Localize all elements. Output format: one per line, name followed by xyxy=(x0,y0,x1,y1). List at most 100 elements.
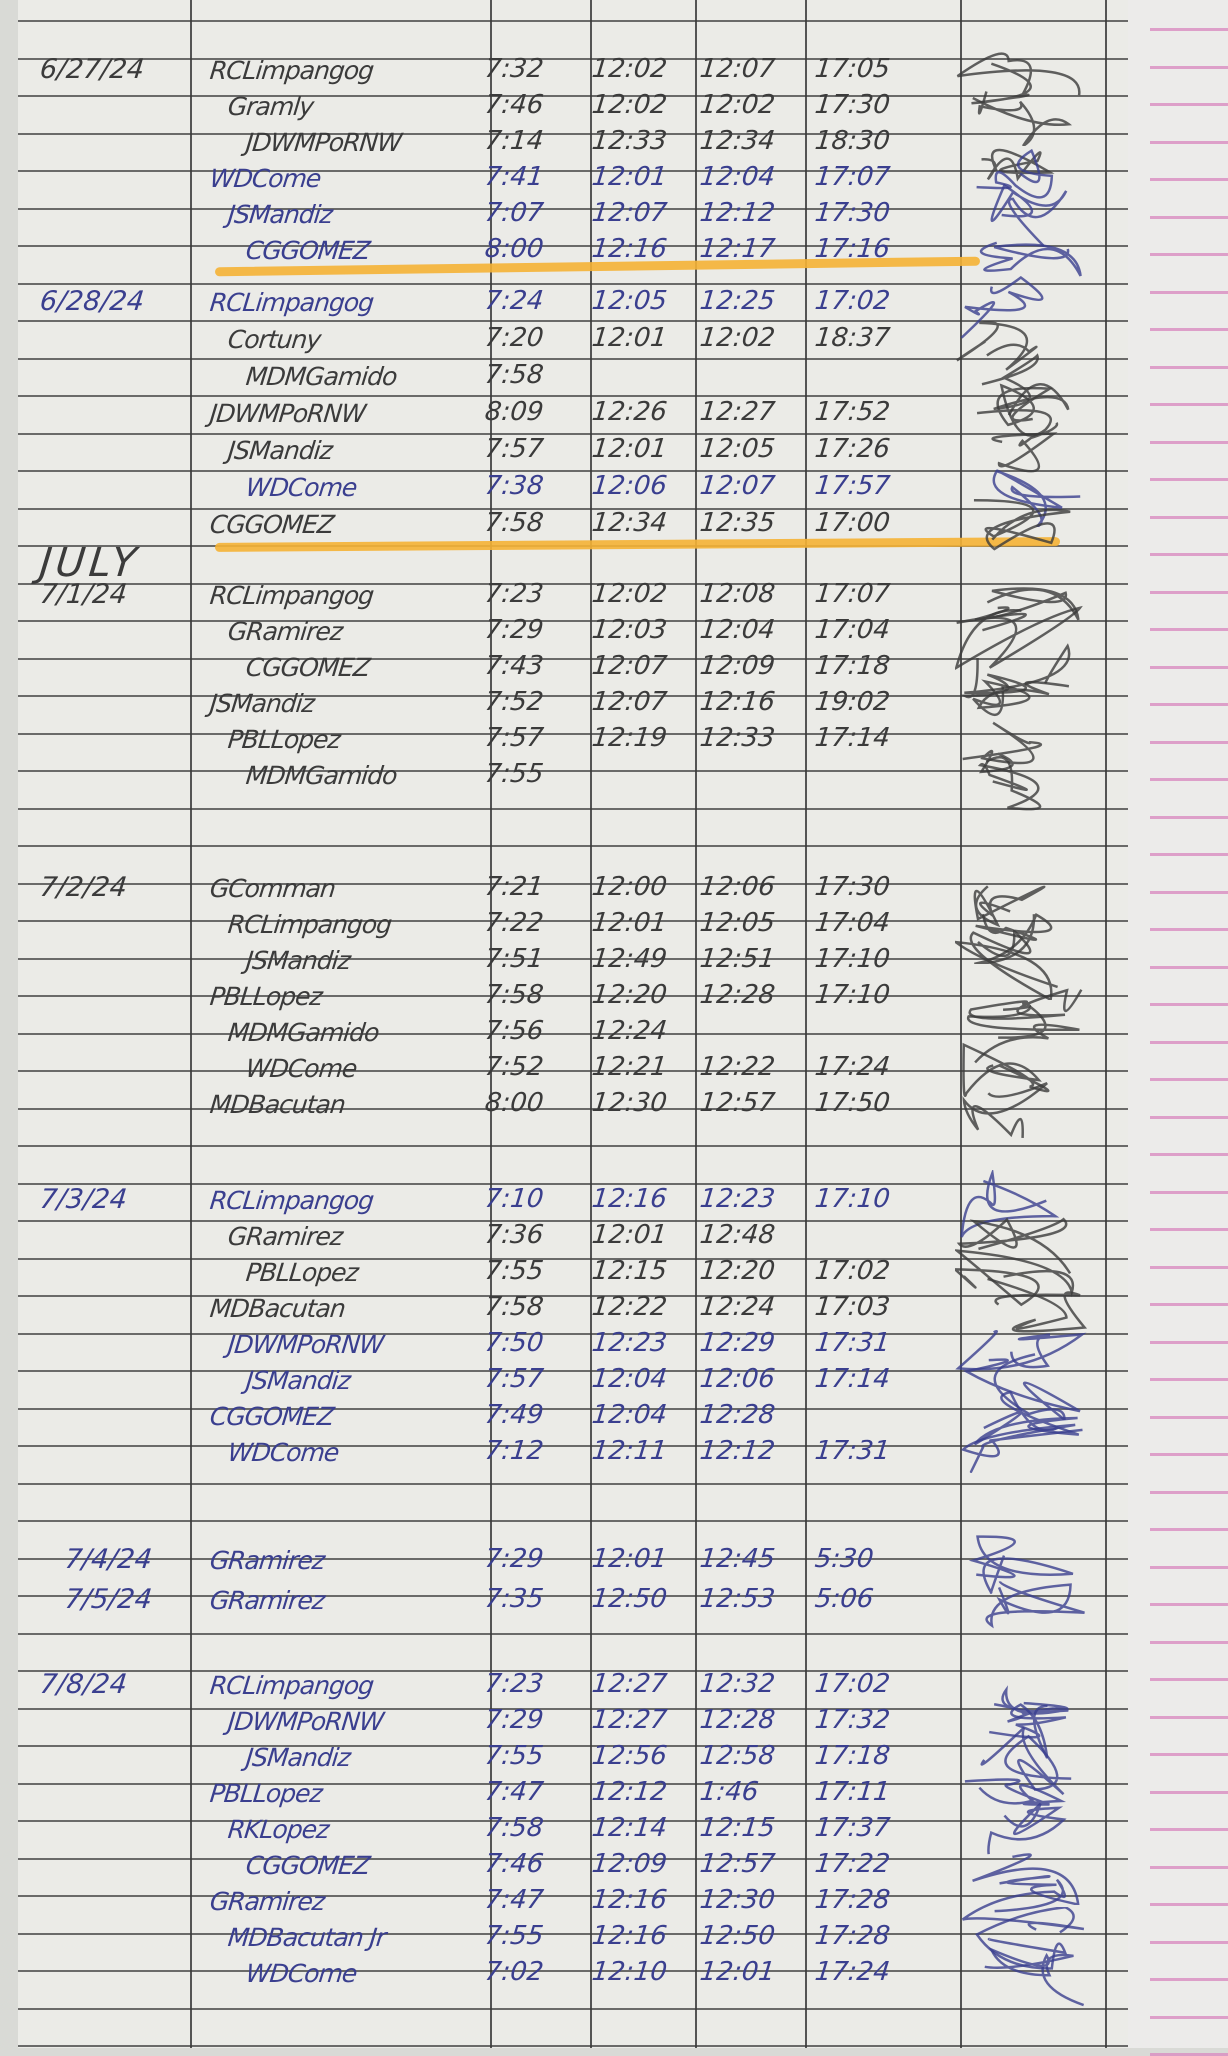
margin-ruled-line xyxy=(1150,365,1228,369)
employee-name: PBLLopez xyxy=(208,1779,324,1808)
time-out: 17:07 xyxy=(813,162,892,192)
signature-scribble xyxy=(960,275,1044,339)
margin-ruled-line xyxy=(1150,853,1228,856)
time-in: 7:49 xyxy=(483,1400,545,1430)
time-lunch-out: 12:11 xyxy=(590,1436,669,1466)
time-lunch-out: 12:15 xyxy=(590,1256,669,1286)
time-out: 17:31 xyxy=(813,1436,892,1466)
time-lunch-in: 12:07 xyxy=(698,471,777,501)
margin-ruled-line xyxy=(1150,1978,1228,1981)
signature-scribble xyxy=(955,605,1083,670)
time-out: 19:02 xyxy=(813,687,892,717)
time-lunch-out: 12:21 xyxy=(590,1052,669,1082)
ruled-line xyxy=(18,1482,1128,1485)
margin-ruled-line xyxy=(1150,1190,1228,1194)
employee-name: RCLimpangog xyxy=(208,1186,375,1215)
adjacent-page-margin xyxy=(1128,0,1228,2048)
time-lunch-out: 12:30 xyxy=(590,1088,669,1118)
ruled-line xyxy=(18,1895,1128,1897)
margin-ruled-line xyxy=(1150,1753,1228,1756)
time-in: 7:52 xyxy=(483,687,545,717)
time-in: 7:52 xyxy=(483,1052,545,1082)
signature-scribble xyxy=(968,988,1083,1020)
time-lunch-in: 12:20 xyxy=(698,1256,777,1286)
time-in: 7:20 xyxy=(483,323,545,353)
signature-scribble xyxy=(981,353,1070,416)
ruled-line xyxy=(18,95,1128,97)
time-in: 7:14 xyxy=(483,126,545,156)
entry-date: 6/27/24 xyxy=(38,54,146,85)
signature-scribble xyxy=(980,1727,1072,1796)
margin-ruled-line xyxy=(1150,928,1228,931)
employee-name: MDMGamido xyxy=(244,362,399,391)
time-out: 17:31 xyxy=(813,1328,892,1358)
ruled-line xyxy=(18,282,1128,285)
time-out: 17:18 xyxy=(813,1741,892,1771)
signature-scribble xyxy=(973,498,1071,551)
signature-scribble xyxy=(964,1778,1067,1806)
entry-date: 7/5/24 xyxy=(63,1584,154,1615)
time-in: 7:50 xyxy=(483,1328,545,1358)
margin-ruled-line xyxy=(1150,103,1228,106)
time-in: 7:43 xyxy=(483,651,545,681)
time-out: 17:16 xyxy=(813,234,892,264)
time-lunch-out: 12:07 xyxy=(590,198,669,228)
ruled-line xyxy=(18,1445,1128,1447)
time-lunch-in: 12:23 xyxy=(698,1184,777,1214)
time-in: 8:00 xyxy=(483,234,545,264)
signature-scribble xyxy=(990,184,1068,248)
margin-ruled-line xyxy=(1150,65,1228,69)
employee-name: PBLLopez xyxy=(226,725,342,754)
time-lunch-out: 12:16 xyxy=(590,1885,669,1915)
time-out: 17:30 xyxy=(813,198,892,228)
signature-scribble xyxy=(962,1042,1050,1097)
time-out: 17:52 xyxy=(813,397,892,427)
margin-ruled-line xyxy=(1150,1865,1228,1869)
margin-ruled-line xyxy=(1150,628,1228,631)
time-in: 7:32 xyxy=(483,54,545,84)
margin-ruled-line xyxy=(1150,28,1228,31)
time-in: 7:46 xyxy=(483,1849,545,1879)
margin-ruled-line xyxy=(1150,1603,1228,1606)
signature-scribble xyxy=(955,1330,1087,1371)
time-in: 7:58 xyxy=(483,980,545,1010)
time-lunch-in: 12:12 xyxy=(698,1436,777,1466)
logbook-page xyxy=(18,0,1128,2048)
time-out: 17:57 xyxy=(813,471,892,501)
signature-scribble xyxy=(972,679,1070,717)
margin-ruled-line xyxy=(1150,1415,1228,1419)
signature-scribble xyxy=(992,469,1081,527)
signature-scribble xyxy=(984,1947,1085,2007)
employee-name: GRamirez xyxy=(208,1546,326,1575)
employee-name: JSMandiz xyxy=(226,200,334,229)
ruled-line xyxy=(18,1857,1128,1860)
ruled-line xyxy=(18,57,1128,60)
time-lunch-in: 12:57 xyxy=(698,1849,777,1879)
margin-ruled-line xyxy=(1150,778,1228,781)
time-out: 17:14 xyxy=(813,1364,892,1394)
column-divider xyxy=(805,0,807,2048)
time-lunch-out: 12:09 xyxy=(590,1849,669,1879)
margin-ruled-line xyxy=(1150,178,1228,181)
time-lunch-in: 12:02 xyxy=(698,323,777,353)
time-in: 7:36 xyxy=(483,1220,545,1250)
employee-name: PBLLopez xyxy=(208,982,324,1011)
margin-ruled-line xyxy=(1150,1828,1228,1831)
margin-ruled-line xyxy=(1150,1790,1228,1794)
ruled-line xyxy=(18,1032,1128,1035)
margin-ruled-line xyxy=(1150,1940,1228,1944)
margin-ruled-line xyxy=(1150,440,1228,444)
time-in: 7:58 xyxy=(483,508,545,538)
time-lunch-out: 12:01 xyxy=(590,434,669,464)
time-in: 7:58 xyxy=(483,360,545,390)
margin-ruled-line xyxy=(1150,1903,1228,1906)
time-out: 17:10 xyxy=(813,944,892,974)
ruled-line xyxy=(18,845,1128,847)
employee-name: RCLimpangog xyxy=(208,581,375,610)
column-divider xyxy=(695,0,697,2048)
time-lunch-in: 12:04 xyxy=(698,615,777,645)
time-in: 7:57 xyxy=(483,1364,545,1394)
ruled-line xyxy=(18,770,1128,772)
employee-name: MDMGamido xyxy=(226,1018,381,1047)
signature-scribble xyxy=(956,320,1038,371)
